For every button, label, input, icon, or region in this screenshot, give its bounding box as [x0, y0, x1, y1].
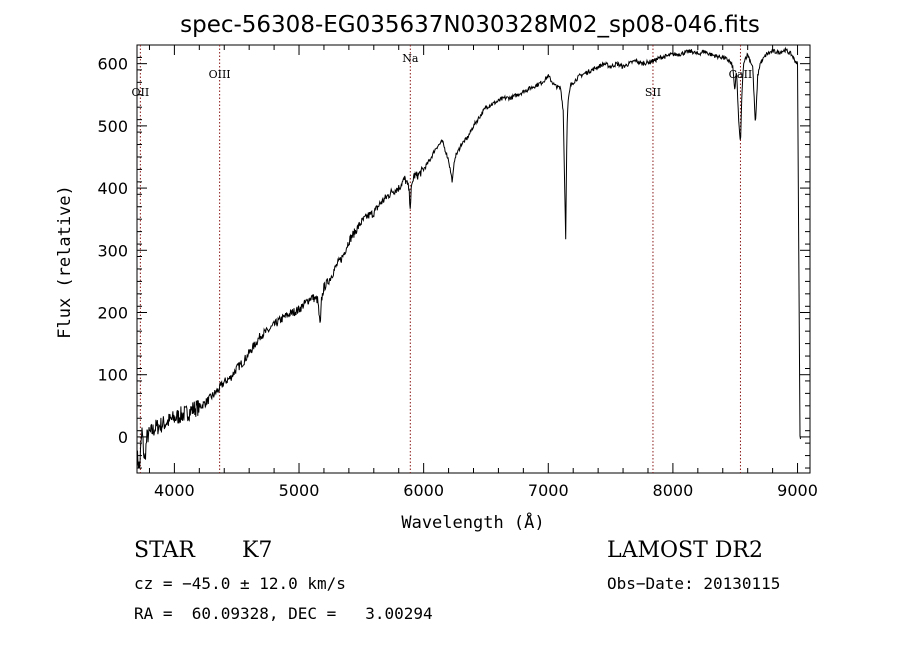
object-class: STAR — [134, 538, 195, 563]
x-axis: 4000 5000 6000 7000 8000 9000 — [148, 45, 818, 500]
x-tick-label: 5000 — [279, 481, 320, 500]
y-tick-label: 400 — [97, 179, 128, 198]
x-axis-label: Wavelength (Å) — [401, 511, 544, 533]
x-tick-label: 4000 — [154, 481, 195, 500]
y-tick-label: 200 — [97, 304, 128, 323]
object-subclass: K7 — [242, 538, 273, 563]
radec-text: RA = 60.09328, DEC = 3.00294 — [134, 604, 433, 623]
y-tick-label: 500 — [97, 117, 128, 136]
chart-title: spec-56308-EG035637N030328M02_sp08-046.f… — [180, 12, 760, 38]
line-marker-label: OII — [132, 86, 150, 99]
spectrum-line — [136, 46, 801, 469]
line-markers: OII OIII Na SII CaII — [132, 45, 753, 473]
x-tick-label: 7000 — [528, 481, 569, 500]
line-marker-label: OIII — [209, 68, 231, 81]
y-axis: 0 100 200 300 400 500 600 — [97, 55, 810, 469]
line-marker-label: SII — [645, 86, 661, 99]
obs-date-text: Obs−Date: 20130115 — [607, 574, 781, 593]
y-tick-label: 100 — [97, 366, 128, 385]
line-marker-label: CaII — [729, 68, 753, 81]
line-marker-label: Na — [402, 52, 419, 65]
survey-name: LAMOST DR2 — [607, 538, 763, 563]
x-tick-label: 8000 — [653, 481, 694, 500]
x-tick-label: 6000 — [403, 481, 444, 500]
series-group — [136, 46, 801, 469]
y-tick-label: 300 — [97, 241, 128, 260]
y-tick-label: 600 — [97, 55, 128, 74]
redshift-text: cz = −45.0 ± 12.0 km/s — [134, 574, 346, 593]
y-axis-label: Flux (relative) — [55, 185, 75, 339]
plot-frame — [136, 44, 811, 474]
x-tick-label: 9000 — [777, 481, 818, 500]
y-tick-label: 0 — [118, 428, 128, 447]
